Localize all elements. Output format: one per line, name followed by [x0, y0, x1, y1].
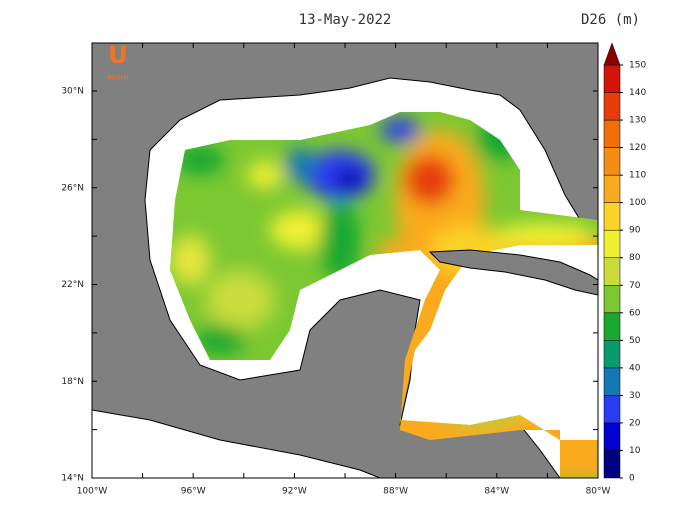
colorbar-label: 150	[629, 61, 646, 71]
colorbar-label: 120	[629, 143, 646, 153]
colorbar-segment	[603, 450, 621, 479]
lon-label: 84°W	[484, 487, 509, 497]
colorbar-label: 80	[629, 253, 641, 263]
lat-label: 14°N	[61, 474, 84, 484]
colorbar-segment	[603, 119, 621, 148]
pacific	[92, 409, 381, 478]
colorbar-segment	[603, 92, 621, 121]
colorbar-segment	[603, 64, 621, 93]
colorbar-segment	[603, 229, 621, 258]
colorbar-segment	[603, 174, 621, 203]
colorbar-segment	[603, 395, 621, 424]
colorbar-label: 50	[629, 336, 641, 346]
colorbar-label: 90	[629, 226, 641, 236]
logo-text: MIAMI	[108, 74, 129, 82]
colorbar-segment	[603, 367, 621, 396]
cuba	[428, 249, 598, 296]
colorbar-segment	[603, 202, 621, 231]
lon-label: 100°W	[77, 487, 108, 497]
colorbar-segment	[603, 285, 621, 314]
lon-label: 88°W	[383, 487, 408, 497]
lon-label: 96°W	[181, 487, 206, 497]
colorbar-label: 60	[629, 308, 641, 318]
lat-label: 26°N	[61, 183, 84, 193]
lat-label: 22°N	[61, 280, 84, 290]
colorbar-segment	[603, 312, 621, 341]
colorbar-label: 100	[629, 198, 646, 208]
colorbar-label: 40	[629, 363, 641, 373]
lat-label: 30°N	[61, 87, 84, 97]
colorbar-segment	[603, 340, 621, 369]
colorbar-label: 130	[629, 116, 646, 126]
logo-mark: U	[108, 41, 128, 69]
lon-label: 92°W	[282, 487, 307, 497]
axes: 100°W 96°W 92°W 88°W 84°W 80°W 30°N 26°N 22°N 18°…	[61, 43, 611, 497]
colorbar-segment	[603, 257, 621, 286]
colorbar-label: 70	[629, 281, 641, 291]
colorbar-label: 110	[629, 171, 646, 181]
colorbar-label: 0	[629, 474, 635, 484]
colorbar-label: 20	[629, 418, 641, 428]
colorbar-segment	[603, 422, 621, 451]
units-label: D26 (m)	[581, 12, 640, 28]
colorbar-segment	[603, 147, 621, 176]
colorbar-label: 140	[629, 88, 646, 98]
colorbar-label: 30	[629, 391, 641, 401]
lat-label: 18°N	[61, 377, 84, 387]
lon-label: 80°W	[586, 487, 611, 497]
colorbar: 0 10 20 30 40 50 60 70 80 90 100 110 120 130 140 150	[603, 42, 646, 484]
map	[92, 43, 598, 478]
map-title: 13-May-2022	[299, 12, 392, 28]
colorbar-label: 10	[629, 446, 641, 456]
colorbar-extension	[603, 42, 621, 66]
